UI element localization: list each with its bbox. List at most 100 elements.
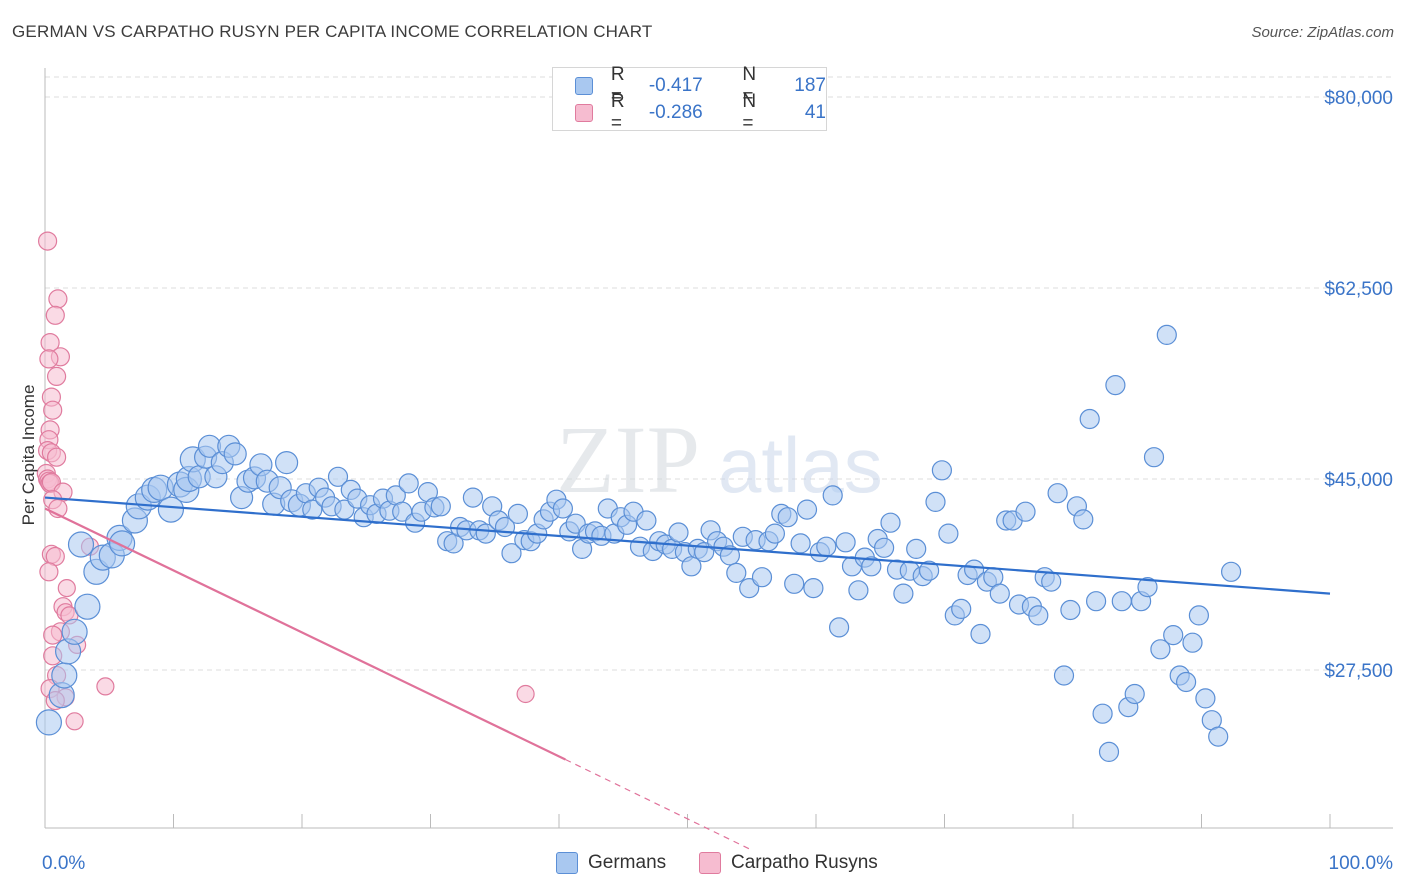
german-point-4 [61,618,88,645]
german-point-112 [764,523,786,544]
german-point-36 [275,451,299,475]
german-point-108 [739,577,760,599]
legend-r-value: -0.417 [648,75,703,96]
german-point-156 [1047,483,1068,504]
german-point-130 [880,512,901,533]
german-point-125 [848,580,869,601]
german-point-122 [828,617,850,638]
german-point-155 [1041,571,1062,592]
legend-n-value: 41 [804,102,826,123]
german-point-151 [1015,501,1036,522]
german-point-55 [398,473,419,494]
germans-trend-line [44,496,1331,595]
y-tick-label-0: $27,500 [1324,661,1393,682]
y-tick-label-3: $80,000 [1324,88,1393,109]
legend-r-value: -0.286 [648,102,703,123]
german-point-163 [1092,703,1113,724]
carpatho-rusyn-point-40 [516,684,535,704]
german-point-134 [906,538,927,560]
german-point-174 [1163,624,1184,646]
german-point-44 [327,466,349,487]
german-point-0 [35,709,63,736]
german-point-141 [951,598,972,620]
german-point-144 [970,623,991,645]
bottom-legend-carpatho-rusyns: Carpatho Rusyns [699,852,878,874]
german-point-172 [1150,639,1171,660]
german-point-110 [751,567,773,588]
german-point-138 [931,460,953,481]
bottom-legend-label: Germans [588,852,667,873]
german-point-177 [1182,632,1203,653]
german-point-120 [816,536,837,557]
trend-lines [44,496,1331,851]
german-point-2 [51,662,78,689]
german-point-67 [475,523,496,544]
german-point-72 [507,503,529,525]
german-point-147 [989,583,1010,604]
legend-row-germans: R = -0.417 N = 187 [575,64,826,107]
german-point-178 [1188,605,1210,626]
gridlines [45,76,1393,671]
german-point-99 [681,556,702,577]
german-point-71 [501,543,522,564]
bottom-legend-swatch-pink [699,852,721,874]
chart-title: GERMAN VS CARPATHO RUSYN PER CAPITA INCO… [12,22,653,41]
legend-r-label: R = [610,91,625,134]
german-point-28 [223,442,247,466]
german-point-157 [1053,665,1075,686]
german-point-176 [1175,671,1197,693]
watermark-zip: ZIP [556,406,700,513]
german-point-143 [963,559,985,580]
german-point-118 [803,577,824,599]
german-point-127 [861,556,882,577]
german-point-166 [1111,591,1132,612]
german-point-129 [873,537,895,558]
carpatho-rusyn-point-38 [65,712,84,731]
german-point-164 [1098,741,1120,763]
carpatho-rusyn-point-13 [46,447,67,467]
german-point-40 [302,499,323,520]
german-point-168 [1124,683,1145,705]
bottom-legend-swatch-blue [556,852,578,874]
carpatho-rusyns-trend-extension [565,758,753,851]
carpatho-rusyn-point-39 [96,677,115,696]
legend-r-label: R = [610,64,625,107]
germans-points [35,324,1242,763]
german-point-137 [925,491,946,512]
x-tick-label-1: 100.0% [1329,853,1394,874]
legend: R = -0.417 N = 187 R = -0.286 N = 41 [552,64,827,134]
legend-swatch-pink [575,104,593,122]
carpatho-rusyn-point-8 [43,400,63,420]
german-point-92 [636,510,657,531]
german-point-170 [1137,576,1158,598]
x-tick-label-0: 0.0% [42,853,85,874]
german-point-162 [1085,591,1107,612]
carpatho-rusyn-point-2 [45,305,65,325]
german-point-161 [1079,408,1100,430]
y-tick-label-2: $62,500 [1324,279,1393,300]
y-tick-labels: $27,500 $45,000 $62,500 $80,000 [1324,88,1393,682]
german-point-160 [1073,509,1094,530]
german-point-153 [1028,605,1049,626]
german-point-182 [1220,561,1242,582]
german-point-60 [430,496,451,517]
carpatho-rusyn-point-26 [57,578,76,598]
german-point-5 [74,593,101,620]
german-point-65 [462,487,483,508]
carpatho-rusyn-point-6 [46,366,67,386]
bottom-legend-label: Carpatho Rusyns [731,852,878,873]
bottom-legend-germans: Germans [556,852,666,874]
german-point-173 [1156,324,1177,345]
source-label: Source: ZipAtlas.com [1251,24,1394,41]
carpatho-rusyns-trend-line [44,507,566,761]
german-point-181 [1208,726,1229,747]
german-point-6 [67,531,95,558]
legend-n-label: N = [742,91,757,134]
y-tick-label-1: $45,000 [1324,470,1393,491]
carpatho-rusyn-point-5 [39,349,59,369]
x-tick-labels: 0.0% 100.0% [42,853,1393,874]
german-point-116 [790,533,811,554]
carpatho-rusyn-point-25 [39,562,59,582]
german-point-11 [108,530,136,557]
legend-n-label: N = [742,64,757,107]
